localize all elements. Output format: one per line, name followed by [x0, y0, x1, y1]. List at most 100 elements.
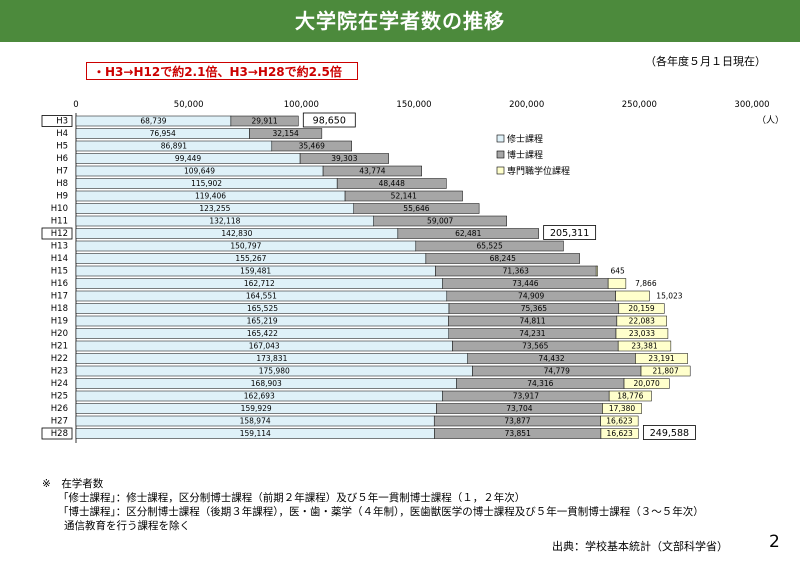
professional-bar-segment — [607, 278, 627, 289]
professional-value-label: 20,159 — [628, 304, 654, 313]
legend-label: 専門職学位課程 — [507, 165, 570, 177]
professional-bar-segment — [615, 290, 650, 302]
professional-value-label: 17,380 — [609, 404, 635, 413]
category-label: H3 — [56, 117, 68, 127]
professional-bar-segment — [615, 328, 669, 339]
master-value-label: 175,980 — [259, 367, 290, 376]
category-label: H10 — [51, 204, 68, 214]
category-label: H13 — [51, 242, 68, 252]
doctor-value-label: 62,481 — [455, 229, 481, 238]
note-line-2: 「博士課程」：区分制博士課程（後期３年課程），医・歯・薬学（４年制），医歯獣医学… — [58, 506, 704, 518]
doctor-value-label: 74,779 — [544, 367, 570, 376]
legend-swatch — [496, 134, 505, 143]
doctor-bar-segment — [344, 190, 463, 202]
doctor-bar-segment — [299, 153, 389, 164]
category-label: H16 — [51, 279, 68, 289]
professional-value-label: 15,023 — [656, 292, 682, 301]
master-value-label: 132,118 — [209, 217, 240, 226]
category-label: H18 — [51, 304, 68, 314]
unit-label: （人） — [757, 115, 784, 126]
master-value-label: 76,954 — [150, 129, 176, 138]
doctor-value-label: 29,911 — [251, 117, 277, 126]
master-value-label: 167,043 — [249, 342, 280, 351]
professional-bar-segment — [608, 390, 652, 402]
x-tick-label: 250,000 — [622, 100, 657, 110]
category-label: H22 — [51, 354, 68, 364]
doctor-value-label: 73,565 — [522, 342, 548, 351]
master-value-label: 150,797 — [230, 242, 261, 251]
category-label: H23 — [51, 367, 68, 377]
category-label: H21 — [51, 342, 68, 352]
master-value-label: 109,649 — [184, 167, 215, 176]
category-label: H11 — [51, 217, 68, 227]
master-value-label: 165,422 — [247, 329, 278, 338]
master-value-label: 162,693 — [244, 392, 275, 401]
note-line-3: 通信教育を行う課程を除く — [64, 520, 190, 532]
professional-bar-segment — [617, 340, 672, 352]
category-label: H8 — [56, 179, 68, 189]
doctor-value-label: 74,909 — [518, 292, 544, 301]
doctor-value-label: 73,446 — [512, 279, 538, 288]
master-value-label: 159,114 — [240, 429, 271, 438]
master-value-label: 173,831 — [256, 354, 287, 363]
category-label: H19 — [51, 317, 68, 327]
highlight-box — [41, 115, 73, 127]
footnotes: ※ 在学者数 「修士課程」：修士課程，区分制博士課程（前期２年課程）及び５年一貫… — [42, 477, 704, 533]
category-label: H28 — [51, 429, 68, 439]
doctor-bar-segment — [353, 203, 480, 214]
stacked-bar-chart: 0 50,000 100,000 150,000 200,000 250,000 300,0… — [41, 100, 784, 443]
professional-value-label: 16,623 — [607, 429, 633, 438]
doctor-value-label: 74,231 — [519, 329, 545, 338]
master-value-label: 168,903 — [251, 379, 282, 388]
category-label: H12 — [51, 229, 68, 239]
professional-value-label: 16,623 — [606, 417, 632, 426]
category-label: H17 — [51, 292, 68, 302]
as-of-note: （各年度５月１日現在） — [645, 55, 766, 68]
source-note: 出典：学校基本統計（文部科学省） — [552, 540, 728, 553]
doctor-value-label: 74,811 — [519, 317, 545, 326]
total-label-box — [643, 425, 696, 440]
professional-bar-segment — [640, 365, 691, 377]
professional-bar-segment — [602, 403, 642, 414]
note-mark: ※ — [42, 478, 51, 490]
professional-value-label: 23,381 — [631, 342, 657, 351]
doctor-bar-segment — [271, 140, 352, 152]
doctor-value-label: 75,365 — [521, 304, 547, 313]
professional-value-label: 22,083 — [629, 317, 655, 326]
doctor-value-label: 73,851 — [505, 429, 531, 438]
category-label: H14 — [51, 254, 68, 264]
doctor-value-label: 59,007 — [427, 217, 453, 226]
doctor-bar-segment — [230, 115, 299, 127]
master-value-label: 155,267 — [235, 254, 266, 263]
page-number: 2 — [769, 532, 780, 552]
master-value-label: 123,255 — [199, 204, 230, 213]
doctor-value-label: 32,154 — [273, 129, 299, 138]
master-value-label: 86,891 — [161, 142, 187, 151]
legend-swatch — [496, 150, 505, 159]
professional-value-label: 20,070 — [634, 379, 660, 388]
category-label: H6 — [56, 154, 68, 164]
category-label: H7 — [56, 167, 68, 177]
doctor-value-label: 43,774 — [359, 167, 385, 176]
professional-value-label: 18,776 — [617, 392, 643, 401]
doctor-bar-segment — [249, 128, 323, 139]
x-tick-label: 0 — [73, 100, 78, 110]
doctor-value-label: 74,432 — [538, 354, 564, 363]
professional-bar-segment — [623, 378, 670, 389]
doctor-bar-segment — [415, 240, 564, 252]
doctor-value-label: 48,448 — [379, 179, 405, 188]
highlight-box — [41, 427, 73, 440]
master-value-label: 164,551 — [246, 292, 277, 301]
master-value-label: 142,830 — [221, 229, 252, 238]
master-value-label: 115,902 — [191, 179, 222, 188]
professional-bar-segment — [635, 353, 688, 364]
total-label-box — [302, 112, 356, 128]
doctor-bar-segment — [425, 253, 580, 264]
master-value-label: 162,712 — [244, 279, 275, 288]
page-title: 大学院在学者数の推移 — [295, 9, 505, 33]
growth-callout: ・H3→H12で約2.1倍、H3→H28で約2.5倍 — [86, 62, 358, 80]
x-tick-label: 150,000 — [396, 100, 431, 110]
doctor-value-label: 55,646 — [403, 204, 429, 213]
doctor-bar-segment — [336, 178, 447, 189]
total-value-label: 249,588 — [650, 428, 689, 439]
